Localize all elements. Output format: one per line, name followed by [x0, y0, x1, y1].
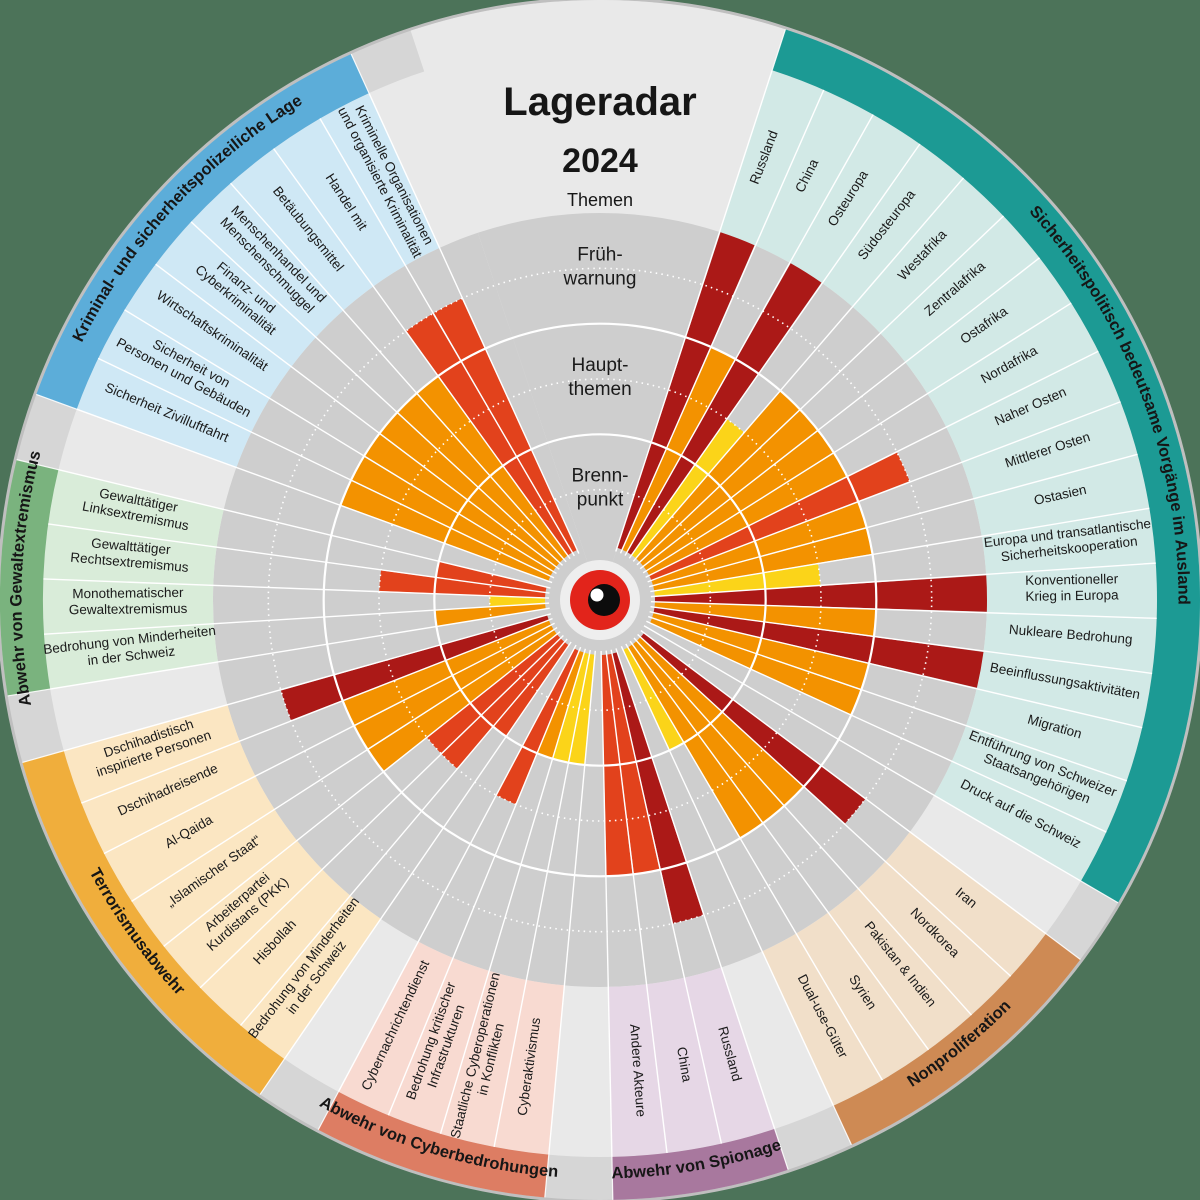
svg-text:Gewaltextremismus: Gewaltextremismus — [69, 601, 188, 617]
svg-text:2024: 2024 — [562, 142, 638, 180]
svg-text:warnung: warnung — [563, 268, 637, 289]
svg-text:Haupt-: Haupt- — [571, 355, 628, 376]
svg-text:Themen: Themen — [567, 190, 633, 210]
svg-text:Lageradar: Lageradar — [503, 80, 696, 124]
svg-text:punkt: punkt — [577, 490, 624, 511]
svg-text:Krieg in Europa: Krieg in Europa — [1025, 587, 1119, 604]
svg-text:themen: themen — [568, 379, 631, 400]
svg-text:Monothematischer: Monothematischer — [72, 585, 184, 601]
svg-text:Brenn-: Brenn- — [571, 466, 628, 487]
svg-text:Konventioneller: Konventioneller — [1025, 571, 1119, 588]
svg-text:Früh-: Früh- — [577, 244, 622, 265]
